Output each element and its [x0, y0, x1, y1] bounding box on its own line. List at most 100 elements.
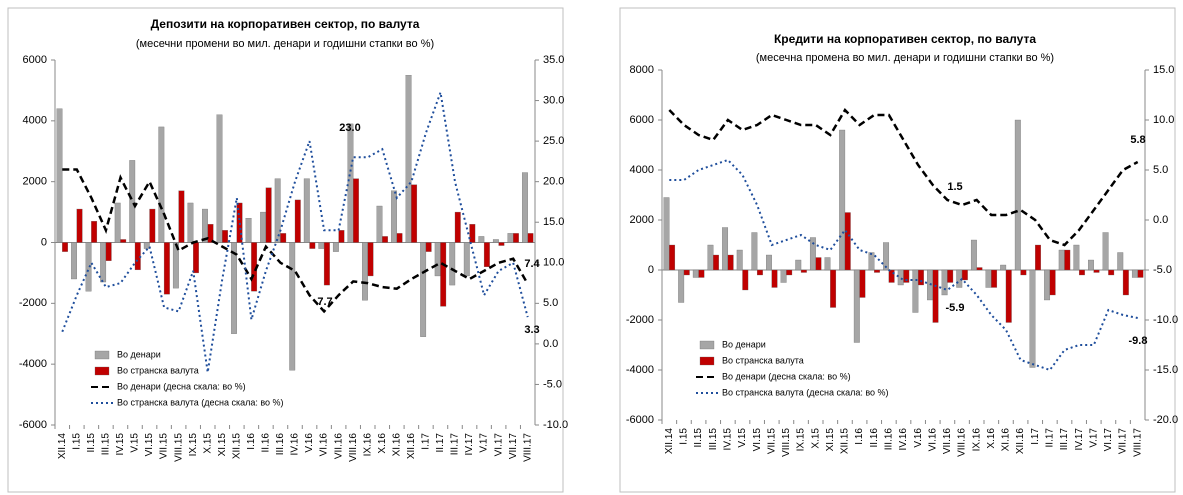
legend-label: Во странска валута (десна скала: во %)	[722, 387, 889, 397]
bar	[722, 227, 729, 271]
y2-tick-label: 10.0	[543, 257, 564, 269]
bar	[1058, 249, 1065, 271]
bar	[222, 230, 228, 243]
bar	[736, 249, 743, 271]
bar	[786, 269, 793, 276]
annotation: -5.9	[946, 302, 965, 314]
bar	[367, 242, 374, 277]
legend-label: Во странска валута (десна скала: во %)	[117, 397, 284, 407]
bar	[396, 233, 403, 243]
legend-label: Во денари	[117, 349, 161, 359]
bar	[260, 211, 267, 243]
y2-tick-label: 0.0	[1153, 214, 1168, 226]
chart-title: Кредити на корпоративен сектор, по валут…	[774, 32, 1036, 46]
x-tick-label: III.17	[1059, 428, 1070, 451]
legend-label: Во странска валута	[722, 355, 804, 365]
legend-swatch	[699, 356, 715, 366]
bar	[707, 244, 714, 271]
bar	[513, 233, 519, 243]
bar	[1131, 269, 1138, 278]
x-tick-label: VIII.16	[957, 428, 968, 457]
y-tick-label: 6000	[630, 114, 654, 126]
annotation: 5.8	[1130, 134, 1145, 146]
x-tick-label: XII.15	[840, 428, 851, 455]
line-series	[668, 107, 1139, 247]
bar	[120, 239, 127, 243]
bar	[469, 224, 476, 243]
x-tick-label: III.15	[708, 428, 719, 451]
bar	[187, 202, 194, 243]
bar	[897, 269, 904, 286]
bar	[100, 242, 107, 283]
x-tick-label: IX.16	[971, 428, 982, 452]
y2-tick-label: -10.0	[1153, 314, 1178, 326]
bar	[294, 199, 301, 243]
bar	[158, 126, 165, 243]
bar	[991, 269, 998, 288]
x-tick-label: VIII.17	[1132, 428, 1143, 457]
y-tick-label: 8000	[630, 64, 654, 76]
bar	[483, 242, 490, 267]
bar	[692, 269, 699, 278]
bar	[1064, 249, 1071, 271]
bar	[795, 259, 802, 271]
bar	[347, 123, 354, 243]
bar	[323, 242, 330, 286]
y-tick-label: -4000	[19, 358, 47, 370]
y2-tick-label: 15.0	[543, 216, 564, 228]
x-tick-label: I.17	[421, 433, 432, 450]
bar	[970, 239, 977, 271]
x-tick-label: VII.16	[333, 433, 344, 460]
x-tick-label: V.15	[130, 433, 141, 453]
bar	[669, 244, 676, 271]
annotation: 1.5	[947, 181, 962, 193]
bar	[411, 184, 418, 243]
bar	[932, 269, 939, 323]
bar	[449, 242, 456, 286]
x-tick-label: II.17	[435, 433, 446, 453]
x-tick-label: II.15	[86, 433, 97, 453]
bar	[1108, 269, 1115, 276]
bar	[1044, 269, 1051, 301]
x-tick-label: IV.15	[723, 428, 734, 451]
bar	[830, 269, 837, 308]
bar	[663, 197, 670, 271]
bar	[440, 242, 447, 307]
y-tick-label: 4000	[630, 164, 654, 176]
bar	[1035, 244, 1041, 271]
y2-tick-label: 35.0	[543, 54, 564, 66]
bar	[289, 242, 296, 371]
bar	[917, 269, 924, 286]
bar	[1078, 269, 1085, 276]
y2-tick-label: -10.0	[543, 419, 568, 431]
bar	[163, 242, 170, 295]
x-tick-label: V.17	[1088, 428, 1099, 448]
bar	[1000, 264, 1007, 271]
bar	[678, 269, 685, 303]
bar	[771, 269, 778, 288]
bar	[756, 269, 763, 276]
bar	[1073, 244, 1080, 271]
bar	[824, 257, 831, 271]
bar	[434, 242, 441, 277]
bar	[193, 242, 199, 274]
bar	[751, 232, 758, 271]
y-tick-label: -2000	[19, 297, 47, 309]
x-tick-label: III.16	[884, 428, 895, 451]
annotation: 23.0	[339, 122, 360, 134]
legend-label: Во денари (десна скала: во %)	[117, 381, 246, 391]
x-tick-label: VIII.16	[348, 433, 359, 462]
x-tick-label: V.16	[913, 428, 924, 448]
legend-swatch	[94, 350, 110, 360]
y-tick-label: -6000	[19, 419, 47, 431]
y-tick-label: 2000	[630, 214, 654, 226]
x-tick-label: IV.17	[464, 433, 475, 456]
panel-border	[619, 7, 1176, 493]
bar	[888, 269, 895, 283]
bar	[1102, 232, 1109, 271]
x-tick-label: XI.15	[217, 433, 228, 457]
bar	[522, 172, 528, 243]
x-tick-label: X.15	[202, 433, 213, 454]
x-tick-label: IX.15	[188, 433, 199, 457]
